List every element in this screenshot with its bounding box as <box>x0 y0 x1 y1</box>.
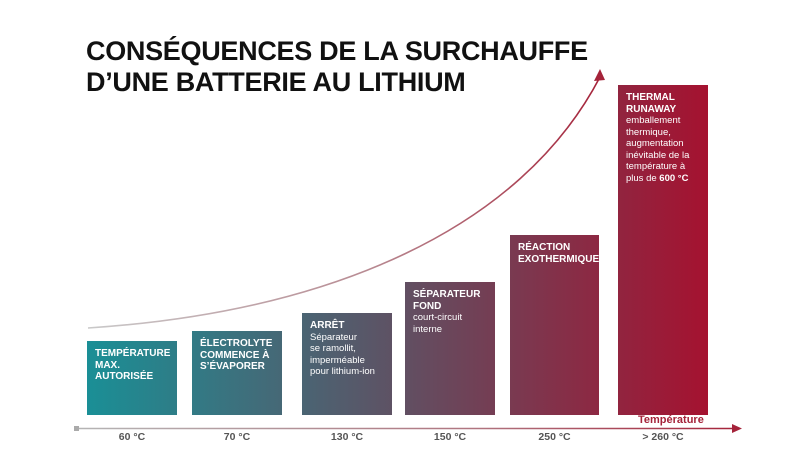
stage-heading: SÉPARATEUR FOND <box>413 289 481 312</box>
temperature-tick-label: 250 °C <box>538 431 571 443</box>
temperature-tick-label: 150 °C <box>433 431 467 443</box>
stage-heading: THERMAL RUNAWAY <box>626 92 677 115</box>
stage-separator-melt: SÉPARATEUR FOND court-circuit interne <box>405 282 495 415</box>
stage-description-text: Séparateur se ramollit, imperméable pour… <box>310 331 375 378</box>
stage-shutdown: ARRÊT Séparateur se ramollit, imperméable… <box>302 313 392 415</box>
stage-max-temp: TEMPÉRATURE MAX. AUTORISÉE <box>87 341 177 415</box>
stage-exothermic-reaction: RÉACTION EXOTHERMIQUE <box>510 235 599 415</box>
page-title: CONSÉQUENCES DE LA SURCHAUFFE D’UNE BATT… <box>86 36 588 98</box>
axis-start-marker <box>74 426 79 431</box>
temperature-axis-arrowhead <box>732 424 742 433</box>
stage-electrolyte-evaporation: ÉLECTROLYTE COMMENCE À S’ÉVAPORER <box>192 331 282 415</box>
title-line-2: D’UNE BATTERIE AU LITHIUM <box>86 67 466 97</box>
temperature-tick-label: 130 °C <box>330 431 364 443</box>
title-line-1: CONSÉQUENCES DE LA SURCHAUFFE <box>86 36 588 66</box>
stage-heading: ÉLECTROLYTE COMMENCE À S’ÉVAPORER <box>200 338 273 372</box>
axis-label: Température <box>638 414 704 426</box>
temperature-tick-label: > 260 °C <box>642 431 684 443</box>
stage-description: Séparateur se ramollit, imperméable pour… <box>310 332 386 378</box>
stage-heading: TEMPÉRATURE MAX. AUTORISÉE <box>95 348 171 382</box>
stage-description-text: court-circuit interne <box>413 312 463 335</box>
stage-description: emballement thermique, augmentation inév… <box>626 115 702 184</box>
temperature-tick-label: 60 °C <box>118 431 146 443</box>
stage-description-highlight: 600 °C <box>659 172 689 184</box>
stage-heading: ARRÊT <box>310 320 345 331</box>
stage-heading: RÉACTION EXOTHERMIQUE <box>518 242 600 265</box>
stage-description-text: emballement thermique, augmentation inév… <box>626 115 690 184</box>
stage-description: court-circuit interne <box>413 312 489 335</box>
temperature-tick-label: 70 °C <box>223 431 251 443</box>
stage-thermal-runaway: THERMAL RUNAWAY emballement thermique, au… <box>618 85 708 415</box>
growth-curve <box>87 76 601 329</box>
growth-curve-arrowhead <box>594 69 605 81</box>
